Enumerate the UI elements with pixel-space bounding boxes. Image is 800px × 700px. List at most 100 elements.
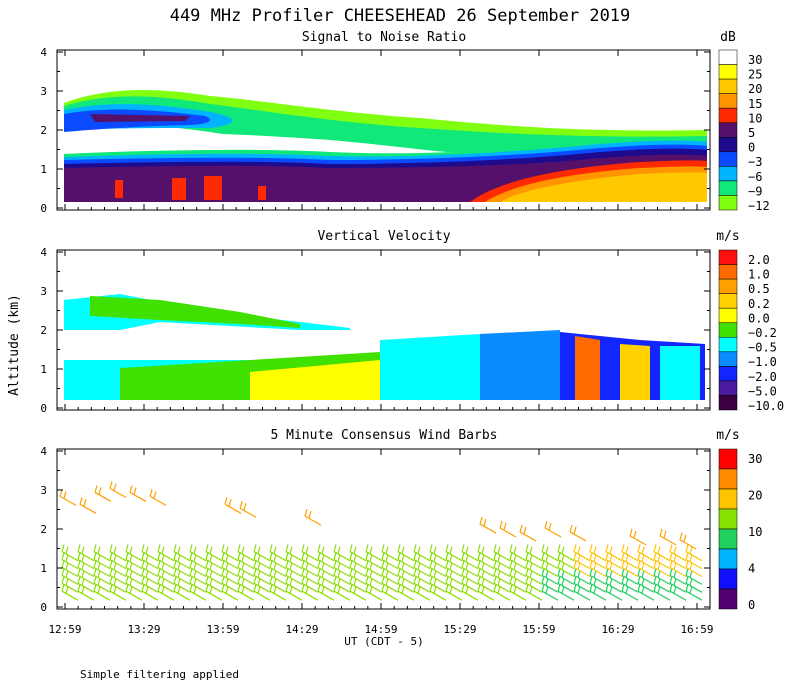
wind-barb [109,584,127,601]
wind-barb [461,568,479,585]
wind-barb [509,560,527,578]
colorbar-swatch [718,448,738,470]
vel-mid-cyan [380,334,480,400]
wind-barb [61,576,79,593]
wind-barb [557,568,575,585]
wind-barb [301,584,319,601]
colorbar-swatch [718,548,738,570]
wind-barb [557,552,575,570]
wind-barb [237,584,255,601]
wind-barb [333,552,351,570]
colorbar-label: 5 [748,126,755,140]
wind-barb [557,544,575,562]
wind-barb [573,560,591,578]
wind-barb [589,560,607,578]
wind-barb [659,528,677,546]
wind-barb [365,584,383,601]
colorbar-label: −0.5 [748,341,777,355]
wind-barb [301,544,319,562]
wind-barb [605,552,623,570]
y-tick-label: 4 [40,246,47,259]
wind-barb [125,544,143,562]
wind-barb [461,560,479,578]
colorbar-swatch [718,322,738,338]
wind-barb [653,552,671,570]
wind-barb [493,552,511,570]
colorbar-label: 0.2 [748,297,770,311]
wind-barb [397,552,415,570]
wind-barb [605,544,623,562]
wind-barb [157,576,175,593]
wind-barb [173,544,191,562]
wind-barb [109,576,127,593]
colorbar-swatch [718,122,738,138]
y-tick-label: 0 [40,202,47,215]
wind-barb [125,552,143,570]
colorbar-label: −2.0 [748,370,777,384]
wind-barb [525,584,543,601]
wind-barb [525,552,543,570]
wind-barb [381,576,399,593]
wind-barb [493,560,511,578]
y-tick-label: 4 [40,46,47,59]
wind-barb [653,584,671,601]
colorbar-label: −1.0 [748,355,777,369]
colorbar-swatch [718,49,738,65]
wind-barb [381,552,399,570]
wind-barb [365,544,383,562]
y-tick-label: 1 [40,562,47,575]
wind-barb [477,552,495,570]
wind-barb [669,576,687,593]
wind-barb [525,568,543,585]
wind-barb [157,584,175,601]
wind-barb [653,576,671,593]
wind-barb [349,584,367,601]
snr-gap [64,132,480,158]
wind-barb [205,584,223,601]
wind-barb [269,584,287,601]
wind-barb [304,508,322,526]
colorbar-swatch [718,151,738,167]
wind-barb [109,560,127,578]
wind-barb [189,568,207,585]
snr-red-patch [172,178,186,200]
wind-barb [621,584,639,601]
wind-barb [237,544,255,562]
wind-barb [429,576,447,593]
wind-barb [189,552,207,570]
wind-barb [621,576,639,593]
wind-barb [477,544,495,562]
wind-barb [621,552,639,570]
wind-barb [669,584,687,601]
snr-lower-amber [500,172,707,202]
snr-red-patch [115,180,123,198]
y-tick-label: 1 [40,163,47,176]
wind-barb [397,544,415,562]
wind-barb [637,568,655,585]
wind-barb [605,560,623,578]
wind-barb [141,560,159,578]
wind-barb [141,568,159,585]
snr-red-patch [258,186,266,200]
wind-barb [349,560,367,578]
wind-barb [557,560,575,578]
wind-barb [157,568,175,585]
snr-upper-edge [64,90,707,149]
colorbar-label: 15 [748,97,762,111]
wind-barb [413,544,431,562]
wind-barb [685,552,703,570]
wind-barb [253,544,271,562]
wind-barb [493,568,511,585]
vel-upper-green [90,296,300,328]
wind-barb [237,576,255,593]
wind-barb [301,568,319,585]
colorbar-swatch [718,78,738,94]
units-velocity: m/s [716,229,739,244]
colorbar-swatch [718,366,738,382]
colorbar-swatch [718,293,738,309]
colorbar-swatch [718,180,738,196]
wind-barb [77,552,95,570]
wind-barb [173,560,191,578]
wind-barb [253,552,271,570]
wind-barb [189,576,207,593]
